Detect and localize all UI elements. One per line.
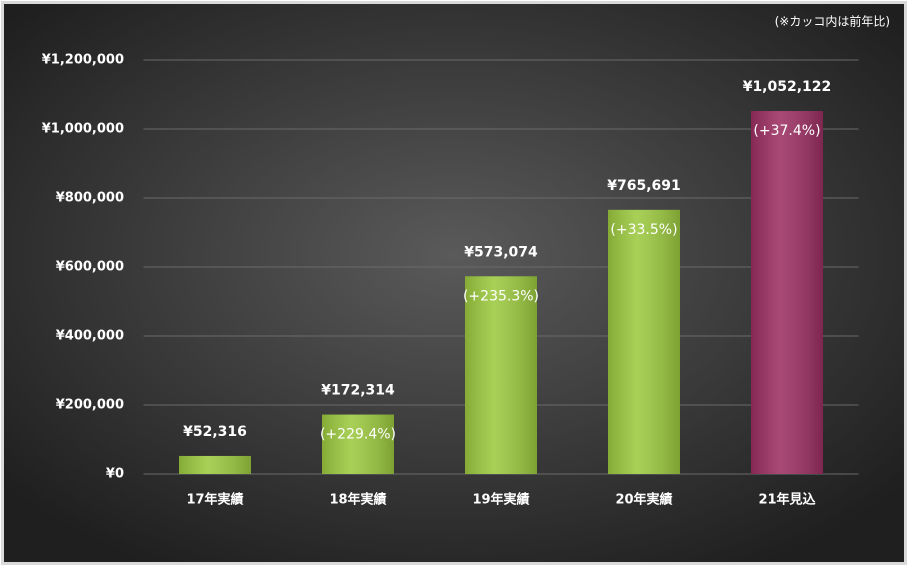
y-tick-label: ¥800,000 [56, 191, 124, 206]
bar [751, 111, 823, 474]
growth-label: (+229.4%) [320, 427, 396, 443]
value-label: ¥573,074 [464, 244, 538, 260]
bar [179, 455, 251, 474]
growth-label: (+37.4%) [753, 123, 820, 139]
value-label: ¥52,316 [183, 424, 247, 440]
value-label: ¥765,691 [607, 178, 681, 194]
y-tick-label: ¥200,000 [56, 398, 124, 413]
x-tick-label: 20年実績 [615, 492, 672, 508]
y-tick-label: ¥600,000 [56, 260, 124, 275]
y-tick-label: ¥1,000,000 [42, 122, 124, 137]
growth-label: (+33.5%) [610, 222, 677, 238]
bar [608, 209, 680, 474]
bar [465, 276, 537, 474]
x-tick-label: 19年実績 [472, 492, 529, 508]
bar [322, 414, 394, 474]
y-tick-label: ¥400,000 [56, 329, 124, 344]
x-tick-label: 17年実績 [186, 492, 243, 508]
x-tick-label: 18年実績 [329, 492, 386, 508]
growth-label: (+235.3%) [463, 288, 539, 304]
note: (※カッコ内は前年比) [775, 14, 890, 29]
value-label: ¥172,314 [321, 383, 395, 399]
y-tick-label: ¥1,200,000 [42, 53, 124, 68]
y-tick-label: ¥0 [106, 467, 124, 482]
value-label: ¥1,052,122 [743, 79, 832, 95]
x-tick-label: 21年見込 [758, 492, 816, 508]
